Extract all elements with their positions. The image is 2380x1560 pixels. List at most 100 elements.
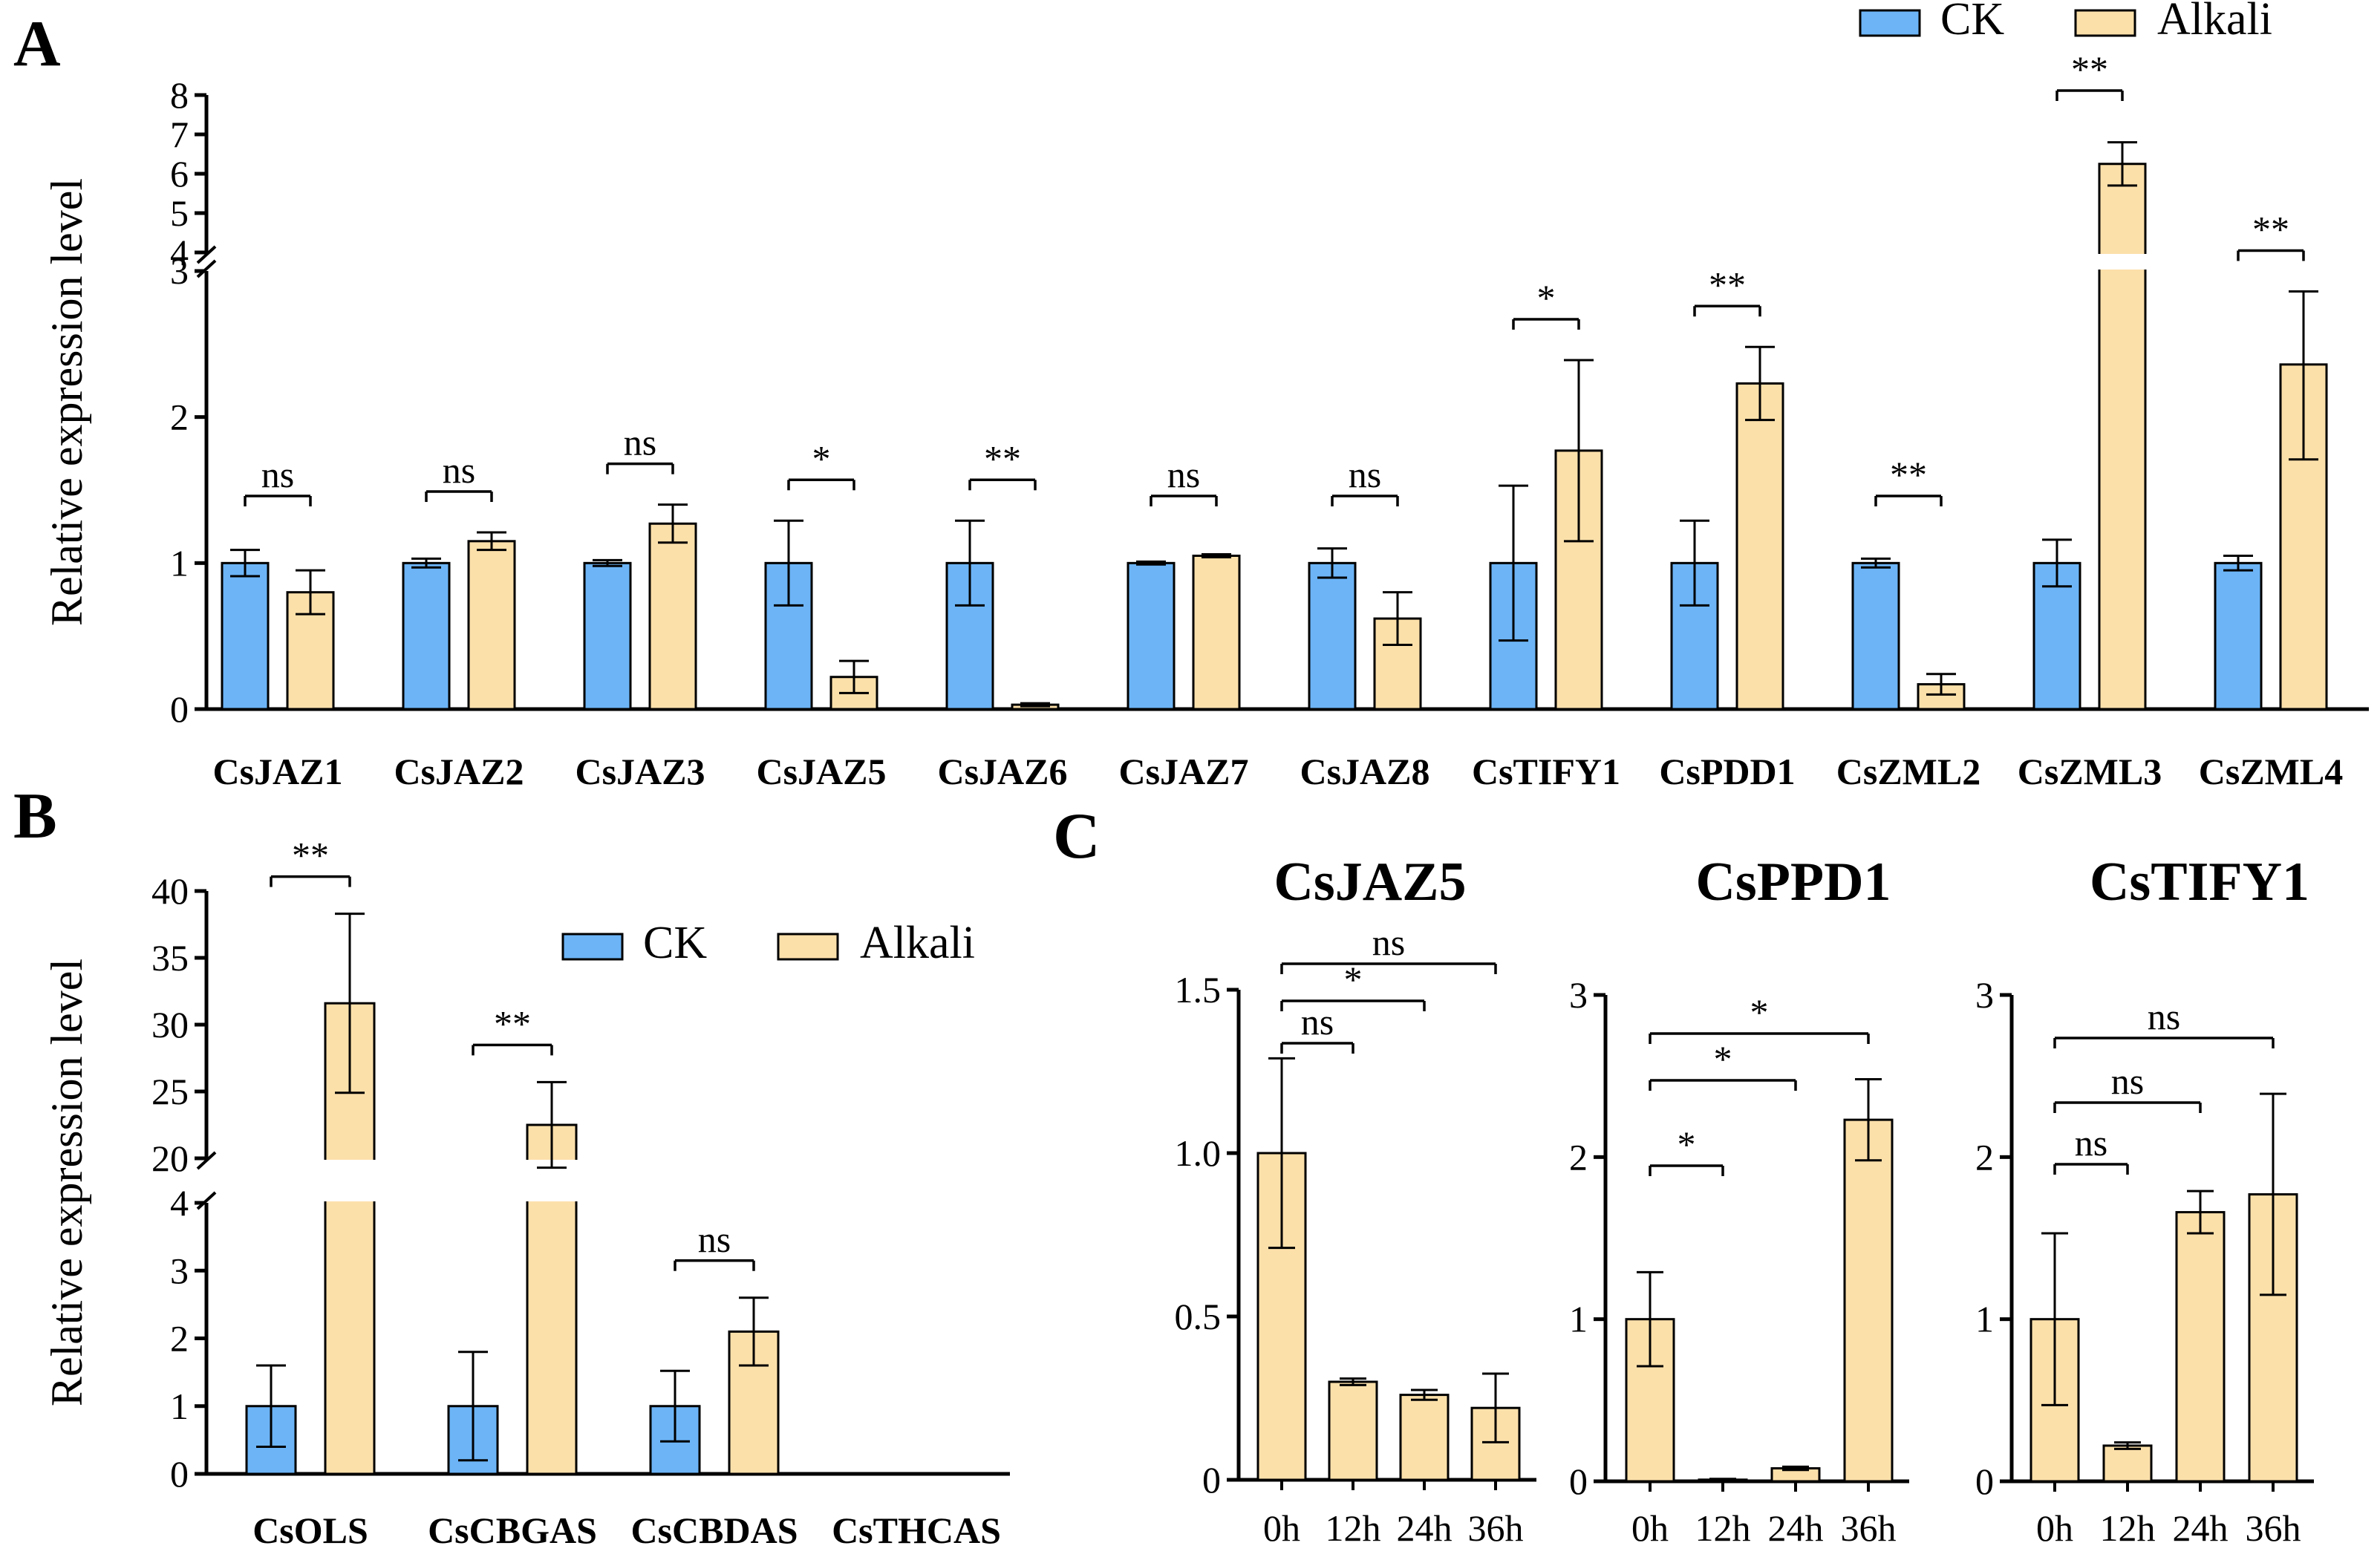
panel-b: B 0 1 2 3 420 25 30 35 40 Relative expression lev… bbox=[13, 780, 1010, 1551]
panel-a-break-mark-lower bbox=[196, 259, 217, 278]
panel-c-csjaz5-ytick-label-0: 0 bbox=[1202, 1459, 1221, 1501]
panel-a-xtick-label-CsTIFY1: CsTIFY1 bbox=[1472, 751, 1620, 792]
panel-c-cstify1-ytick-label-2: 2 bbox=[1975, 1136, 1994, 1178]
panel-c-csjaz5-ytick-label-0.5: 0.5 bbox=[1175, 1296, 1222, 1337]
panel-c-csjaz5-bar-24h bbox=[1399, 1394, 1450, 1481]
panel-c-cstify1-sig-0h-24h-label: ns bbox=[2111, 1060, 2144, 1102]
panel-a-bar-alkali-CsZML3 bbox=[2098, 163, 2147, 711]
panel-b-xtick-label-CsCBDAS: CsCBDAS bbox=[630, 1510, 798, 1551]
panel-a-bar-ck-CsJAZ7 bbox=[1127, 561, 1176, 711]
panel-b-legend-ck-swatch bbox=[561, 933, 624, 961]
panel-c-csjaz5-sig-0h-12h-label: ns bbox=[1301, 1001, 1334, 1042]
panel-a-y-axis-title: Relative expression level bbox=[42, 178, 91, 626]
panel-c-cstify1-xtick-label-0h: 0h bbox=[2036, 1507, 2073, 1549]
panel-a-sig-CsJAZ8-label: ns bbox=[1349, 454, 1381, 495]
panel-a-legend-alkali-swatch bbox=[2074, 9, 2136, 37]
panel-a-ytick-label-2: 2 bbox=[170, 396, 189, 438]
panel-c-csjaz5-bar-12h bbox=[1328, 1380, 1378, 1481]
panel-a-xtick-label-CsZML2: CsZML2 bbox=[1836, 751, 1980, 792]
panel-c-cstify1-bar-24h bbox=[2175, 1211, 2226, 1483]
panel-c-cstify1-sig-0h-12h-label: ns bbox=[2075, 1122, 2107, 1164]
panel-c-csppd1-ytick-label-0: 0 bbox=[1569, 1461, 1588, 1502]
panel-c-cstify1-sig-0h-36h-label: ns bbox=[2148, 996, 2180, 1037]
panel-a-sig-CsJAZ2-label: ns bbox=[443, 449, 475, 491]
panel-a-legend-ck-label: CK bbox=[1940, 0, 2004, 45]
panel-a-bar-ck-CsJAZ3 bbox=[583, 561, 632, 711]
panel-b-legend-alkali-swatch bbox=[777, 933, 839, 961]
panel-a-ytick-label-7: 7 bbox=[170, 114, 189, 155]
panel-a-xtick-label-CsJAZ7: CsJAZ7 bbox=[1118, 751, 1248, 792]
panel-b-legend-ck-label: CK bbox=[643, 918, 707, 968]
panel-c-csppd1-xtick-label-0h: 0h bbox=[1631, 1507, 1669, 1549]
panel-c-csjaz5-xtick-label-0h: 0h bbox=[1263, 1507, 1300, 1549]
panel-c-csjaz5-ytick-label-1.5: 1.5 bbox=[1175, 969, 1222, 1011]
panel-a-ytick-label-6: 6 bbox=[170, 153, 189, 195]
panel-a-legend-ck-swatch bbox=[1859, 9, 1921, 37]
panel-c-cstify1-xtick-label-36h: 36h bbox=[2246, 1507, 2301, 1549]
panel-c-letter: C bbox=[1053, 800, 1101, 872]
panel-b-sig-CsCBDAS-label: ns bbox=[698, 1218, 731, 1260]
panel-b-ytick-label-30: 30 bbox=[151, 1004, 189, 1045]
panel-c-csppd1-title: CsPPD1 bbox=[1695, 852, 1891, 913]
panel-a-bar-ck-CsZML2 bbox=[1851, 561, 1900, 711]
panel-a-xtick-label-CsZML3: CsZML3 bbox=[2018, 751, 2162, 792]
panel-b-ytick-label-0: 0 bbox=[170, 1453, 189, 1495]
panel-b-break-mark-upper bbox=[196, 1151, 217, 1170]
panel-c-csjaz5-sig-0h-36h-label: ns bbox=[1372, 921, 1405, 963]
panel-c-csppd1-xtick-label-24h: 24h bbox=[1768, 1507, 1824, 1549]
panel-c-csppd1-ytick-label-1: 1 bbox=[1569, 1299, 1588, 1340]
panel-a-sig-CsZML2-label: ** bbox=[1890, 454, 1927, 495]
panel-a-sig-CsJAZ6-label: ** bbox=[984, 437, 1021, 479]
panel-a-ytick-label-4: 4 bbox=[170, 232, 189, 273]
panel-b-ytick-label-2: 2 bbox=[170, 1318, 189, 1360]
panel-a-bar-alkali-CsZML3-break-gap bbox=[2096, 254, 2148, 270]
panel-b-sig-CsCBGAS-label: ** bbox=[494, 1002, 531, 1044]
panel-b-bar-alkali-CsOLS-break-gap bbox=[322, 1160, 377, 1201]
panel-c-cstify1-bar-12h bbox=[2102, 1444, 2153, 1483]
panel-c-cstify1-title: CsTIFY1 bbox=[2090, 852, 2309, 913]
panel-a-sig-CsZML3-label: ** bbox=[2071, 48, 2108, 90]
panel-a-bar-ck-CsJAZ2 bbox=[402, 561, 451, 711]
panel-c-cstify1-xtick-label-24h: 24h bbox=[2173, 1507, 2229, 1549]
panel-c-csppd1-sig-0h-12h-label: * bbox=[1678, 1123, 1696, 1165]
panel-b-legend-alkali-label: Alkali bbox=[860, 918, 975, 968]
panel-b-xtick-label-CsOLS: CsOLS bbox=[252, 1510, 368, 1551]
panel-a-sig-CsJAZ3-label: ns bbox=[624, 422, 656, 463]
panel-b-xtick-label-CsTHCAS: CsTHCAS bbox=[832, 1510, 1001, 1551]
panel-b-ytick-label-25: 25 bbox=[151, 1071, 189, 1112]
panel-c-csppd1-xtick-label-12h: 12h bbox=[1695, 1507, 1751, 1549]
panel-a-xtick-label-CsZML4: CsZML4 bbox=[2199, 751, 2343, 792]
panel-b-ytick-label-4: 4 bbox=[170, 1182, 189, 1224]
panel-c-csppd1-ytick-label-2: 2 bbox=[1569, 1136, 1588, 1178]
panel-a-sig-CsJAZ1-label: ns bbox=[261, 454, 294, 495]
panel-a-xtick-label-CsJAZ3: CsJAZ3 bbox=[575, 751, 705, 792]
panel-c-csjaz5-xtick-label-36h: 36h bbox=[1468, 1507, 1524, 1549]
panel-a-bar-alkali-CsPDD1 bbox=[1735, 382, 1784, 711]
panel-a-bar-ck-CsJAZ8 bbox=[1308, 561, 1357, 711]
panel-a-xtick-label-CsPDD1: CsPDD1 bbox=[1659, 751, 1795, 792]
panel-c-csjaz5-title: CsJAZ5 bbox=[1274, 852, 1466, 913]
panel-a-sig-CsZML4-label: ** bbox=[2252, 208, 2289, 249]
panel-b-break-mark-lower bbox=[196, 1191, 217, 1210]
panel-b-ytick-label-40: 40 bbox=[151, 870, 189, 912]
panel-a-ytick-label-0: 0 bbox=[170, 688, 189, 730]
panel-c-cstify1-ytick-label-1: 1 bbox=[1975, 1299, 1994, 1340]
panel-c-csjaz5-sig-0h-24h-label: * bbox=[1344, 959, 1363, 1000]
panel-b-y-axis-title: Relative expression level bbox=[42, 959, 91, 1406]
panel-b-letter: B bbox=[13, 780, 57, 852]
panel-a-bar-alkali-CsJAZ2 bbox=[467, 540, 516, 711]
panel-c-csppd1-ytick-label-3: 3 bbox=[1569, 974, 1588, 1016]
panel-c-csppd1-sig-0h-36h-label: * bbox=[1750, 991, 1769, 1033]
panel-a-sig-CsPDD1-label: ** bbox=[1709, 264, 1746, 305]
panel-a-letter: A bbox=[13, 8, 61, 80]
panel-c-csjaz5-xtick-label-24h: 24h bbox=[1397, 1507, 1453, 1549]
panel-a-ytick-label-5: 5 bbox=[170, 192, 189, 234]
panel-c-csjaz5-xtick-label-12h: 12h bbox=[1326, 1507, 1381, 1549]
panel-b-ytick-label-20: 20 bbox=[151, 1138, 189, 1179]
panel-b-xtick-label-CsCBGAS: CsCBGAS bbox=[428, 1510, 597, 1551]
panel-b-sig-CsOLS-label: ** bbox=[292, 835, 329, 876]
panel-c-csjaz5-ytick-label-1.0: 1.0 bbox=[1175, 1132, 1222, 1174]
